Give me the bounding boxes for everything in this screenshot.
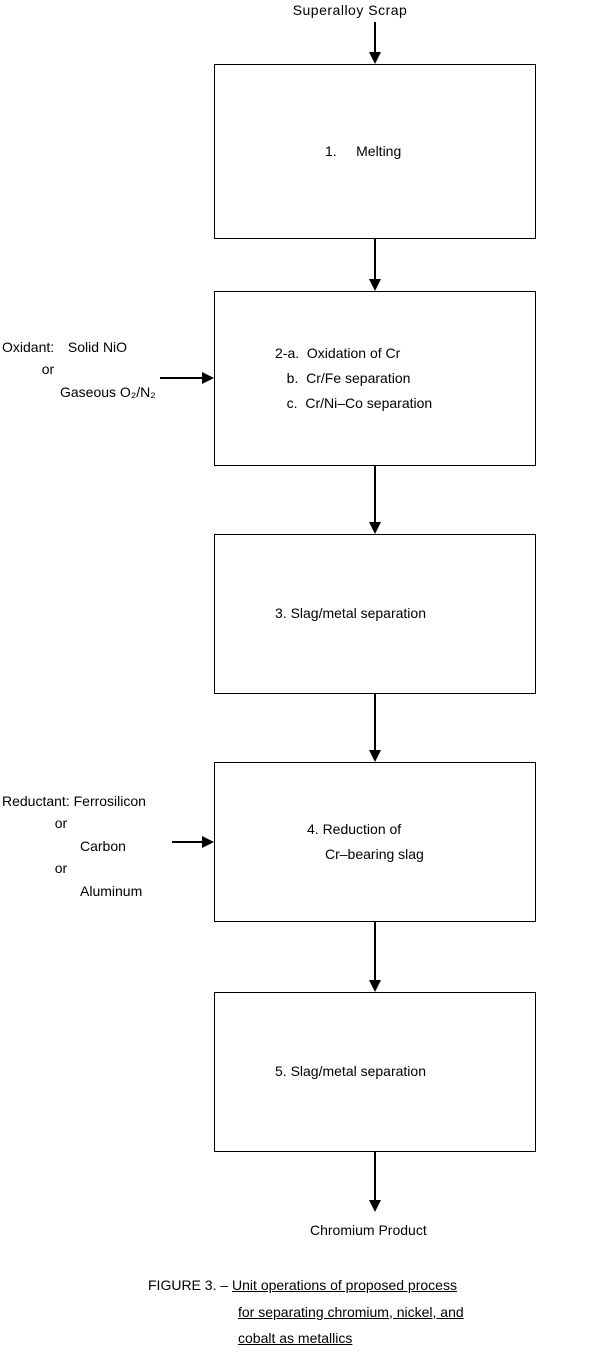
flow-input-label: Superalloy Scrap (293, 2, 408, 18)
arrow-2-line (374, 466, 376, 522)
box3-line1: 3. Slag/metal separation (275, 601, 535, 626)
caption-prefix: FIGURE 3. – (148, 1277, 232, 1293)
box-reduction: 4. Reduction of Cr–bearing slag (214, 762, 536, 922)
caption-line2: for separating chromium, nickel, and (238, 1304, 464, 1320)
flow-output-label: Chromium Product (310, 1222, 427, 1238)
arrow-1-line (374, 239, 376, 279)
caption-line1: Unit operations of proposed process (232, 1277, 457, 1293)
oxidant-arrow-line (160, 377, 202, 379)
oxidant-arrow-head (202, 372, 214, 384)
oxidant-label: Oxidant: (2, 339, 54, 355)
side-input-reductant: Reductant: Ferrosilicon or Carbon or Alu… (2, 790, 212, 902)
oxidant-line2: or (2, 358, 94, 380)
box-oxidation: 2-a. Oxidation of Cr b. Cr/Fe separation… (214, 291, 536, 466)
arrow-4-line (374, 922, 376, 980)
arrow-0-head (369, 52, 381, 64)
figure-caption: FIGURE 3. – Unit operations of proposed … (148, 1272, 464, 1352)
box2-line3: c. Cr/Ni–Co separation (275, 391, 535, 416)
box4-line1: 4. Reduction of (307, 817, 535, 842)
reductant-arrow-head (202, 836, 214, 848)
reductant-line4: or (2, 857, 120, 879)
arrow-5-line (374, 1152, 376, 1200)
reductant-arrow-line (172, 841, 202, 843)
reductant-line2: or (2, 812, 120, 834)
box-slag-metal-sep-2: 5. Slag/metal separation (214, 992, 536, 1152)
box-melting: 1. Melting (214, 64, 536, 239)
reductant-label: Reductant: (2, 793, 70, 809)
reductant-line5: Aluminum (80, 883, 142, 899)
arrow-1-head (369, 279, 381, 291)
box1-line1: 1. Melting (325, 139, 535, 164)
reductant-line1: Ferrosilicon (74, 793, 146, 809)
arrow-0-line (374, 22, 376, 52)
box4-line2: Cr–bearing slag (307, 842, 535, 867)
box2-line2: b. Cr/Fe separation (275, 366, 535, 391)
arrow-4-head (369, 980, 381, 992)
oxidant-line3: Gaseous O₂/N₂ (60, 384, 156, 400)
arrow-2-head (369, 522, 381, 534)
reductant-line3: Carbon (80, 838, 126, 854)
arrow-3-line (374, 694, 376, 750)
side-input-oxidant: Oxidant: Solid NiO or Gaseous O₂/N₂ (2, 336, 212, 403)
oxidant-line1: Solid NiO (68, 339, 127, 355)
arrow-3-head (369, 750, 381, 762)
caption-line3: cobalt as metallics (238, 1330, 352, 1346)
box-slag-metal-sep-1: 3. Slag/metal separation (214, 534, 536, 694)
arrow-5-head (369, 1200, 381, 1212)
box2-line1: 2-a. Oxidation of Cr (275, 341, 535, 366)
box5-line1: 5. Slag/metal separation (275, 1059, 535, 1084)
